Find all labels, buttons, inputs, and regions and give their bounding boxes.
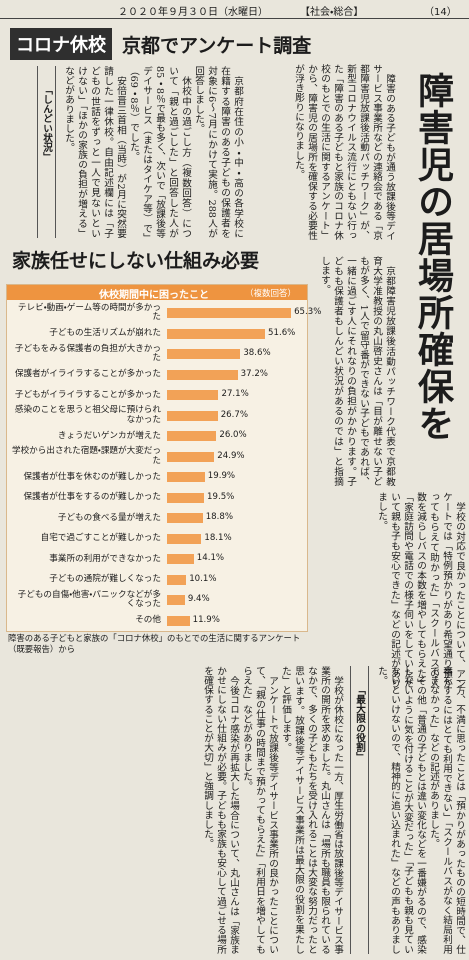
value-label: 26.0%: [219, 430, 247, 441]
category-label: 保護者が仕事をするのが難しかった: [23, 492, 161, 502]
category-label: きょうだいゲンカが増えた: [57, 430, 161, 441]
value-label: 10.1%: [189, 573, 217, 584]
value-label: 51.6%: [268, 327, 296, 338]
category-label: 自宅で過ごすことが難しかった: [40, 533, 161, 543]
category-label: 保護者が仕事を休むのが難しかった: [23, 471, 161, 482]
subhead: 「最大限の役割」: [350, 666, 369, 954]
value-label: 18.1%: [204, 532, 232, 543]
paragraph: 今後コロナ感染が再拡大した場合について、丸山さんは「家族まかせにしない仕組みが必…: [202, 666, 239, 954]
category-label: 子どもがイライラすることが多かった: [14, 389, 161, 400]
bar: [167, 328, 266, 339]
value-label: 26.7%: [220, 409, 249, 420]
category-label: その他: [135, 615, 161, 625]
bar: [167, 390, 219, 401]
value-label: 19.9%: [207, 471, 236, 482]
category-label: 保護者がイライラすることが多かった: [14, 369, 161, 379]
subtitle: 家族任せにしない仕組み必要: [12, 250, 260, 272]
bar: [167, 492, 205, 503]
value-label: 11.9%: [192, 614, 220, 625]
chart-caption: 障害のある子どもと家族の「コロナ休校」のもとでの生活に関するアンケート（既要報告…: [8, 633, 301, 654]
chart-note: （複数回答）: [245, 289, 297, 299]
value-label: 24.9%: [217, 450, 245, 461]
category-label: 子どもの食べる量が増えた: [57, 512, 161, 523]
headline-bar: コロナ休校 京都でアンケート調査: [10, 28, 312, 60]
paragraph: 京都府在住の小・中・高の各学校に在籍する障害のある子どもの保護者を対象に6〜7月…: [193, 66, 243, 238]
bar: [167, 369, 238, 380]
category-label: 子どもの自傷・他害・パニックなどが多くなった: [17, 589, 161, 610]
value-label: 37.2%: [240, 368, 268, 379]
text-block: 学校の対応で良かったことについて、アンケートでは「特例預かりがあり希望通り預かっ…: [310, 492, 466, 688]
paragraph: 学校が休校になった一方、厚生労働省は放課後等デイサービス事業所の開所を求めました…: [280, 666, 343, 954]
value-label: 38.6%: [243, 348, 271, 359]
category-label: 子どもの生活リズムが崩れた: [49, 328, 161, 338]
bar: [167, 533, 202, 544]
section: 【社会・総合】: [300, 7, 364, 18]
value-label: 27.1%: [221, 389, 249, 400]
chart-title: 休校期間中に困ったこと: [99, 290, 209, 301]
paragraph: 休校中の過ごし方（複数回答）について「親と過ごした」と回答した人が85・8％で最…: [128, 66, 191, 238]
date: ２０２０年９月３０日（水曜日）: [118, 7, 268, 18]
bar: [167, 410, 218, 421]
bar: [167, 472, 205, 483]
header: ２０２０年９月３０日（水曜日） 【社会・総合】 （14）: [0, 0, 469, 19]
chart: 休校期間中に困ったこと （複数回答） テレビ・動画・ゲーム等の時間が多かった 65…: [6, 284, 321, 632]
text-block: 京都障害児放課後活動パッチワーク代表で京都教育大学准教授の丸山啓史さんは「目が離…: [310, 256, 396, 486]
bar: [167, 574, 187, 585]
text-block: 一方、不満に思ったことは「預かりがあったものの短時間で、仕事をするにはとても利用…: [4, 666, 466, 954]
bar: [167, 554, 194, 565]
value-label: 18.8%: [205, 512, 234, 523]
lead: 障害のある子どもが通う放課後等デイサービス事業所などの連絡会である「京都障害児放…: [293, 64, 395, 240]
paragraph: 一方、不満に思ったことは「預かりがあったものの短時間で、仕事をするにはとても利用…: [428, 666, 465, 954]
paragraph: 京都障害児放課後活動パッチワーク代表で京都教育大学准教授の丸山啓史さんは「目が離…: [319, 256, 395, 486]
bar: [167, 615, 190, 626]
value-label: 9.4%: [187, 594, 210, 605]
title: 障害児の居場所確保を: [412, 72, 454, 442]
category-label: 感染のことを思うと祖父母に預けられなかった: [14, 405, 161, 425]
bar: [167, 595, 185, 606]
bar: [167, 513, 203, 524]
value-label: 19.5%: [207, 491, 235, 502]
value-label: 14.1%: [196, 553, 225, 564]
lead-block: 障害のある子どもが通う放課後等デイサービス事業所などの連絡会である「京都障害児放…: [250, 64, 396, 240]
chart-header: 休校期間中に困ったこと （複数回答）: [7, 285, 307, 301]
category-label: 事業所の利用ができなかった: [49, 553, 161, 564]
headline: 京都でアンケート調査: [122, 34, 312, 57]
page-number: （14）: [424, 7, 457, 18]
text-block: 京都府在住の小・中・高の各学校に在籍する障害のある子どもの保護者を対象に6〜7月…: [4, 66, 244, 238]
category-label: 学校から出された宿題・課題が大変だった: [11, 446, 161, 466]
bar: [167, 431, 217, 442]
paragraph: 学校の対応で良かったことについて、アンケートでは「特例預かりがあり希望通り預かっ…: [376, 492, 465, 688]
category-label: 子どもの通院が難しくなった: [49, 574, 161, 584]
category-label: テレビ・動画・ゲーム等の時間が多かった: [17, 302, 161, 323]
subhead: 「しんどい状況」: [37, 66, 56, 238]
bar: [167, 349, 241, 360]
value-label: 65.3%: [294, 307, 322, 318]
paragraph: 安倍晋三首相（当時）が2月に突然要請した一律休校。自由記述欄には「子どもの世話を…: [63, 66, 126, 238]
paragraph: その他「普通の子どもとは違い変化などを一番嫌がるので、感染しないように気を付ける…: [376, 666, 426, 954]
bar: [167, 451, 215, 462]
kicker: コロナ休校: [10, 28, 112, 60]
paragraph: アンケートで放課後等デイサービス事業所の良かったことについて、「親の仕事の時間ま…: [241, 666, 278, 954]
category-label: 子どもをみる保護者の負担が大きかった: [14, 343, 161, 364]
bar: [167, 308, 292, 319]
